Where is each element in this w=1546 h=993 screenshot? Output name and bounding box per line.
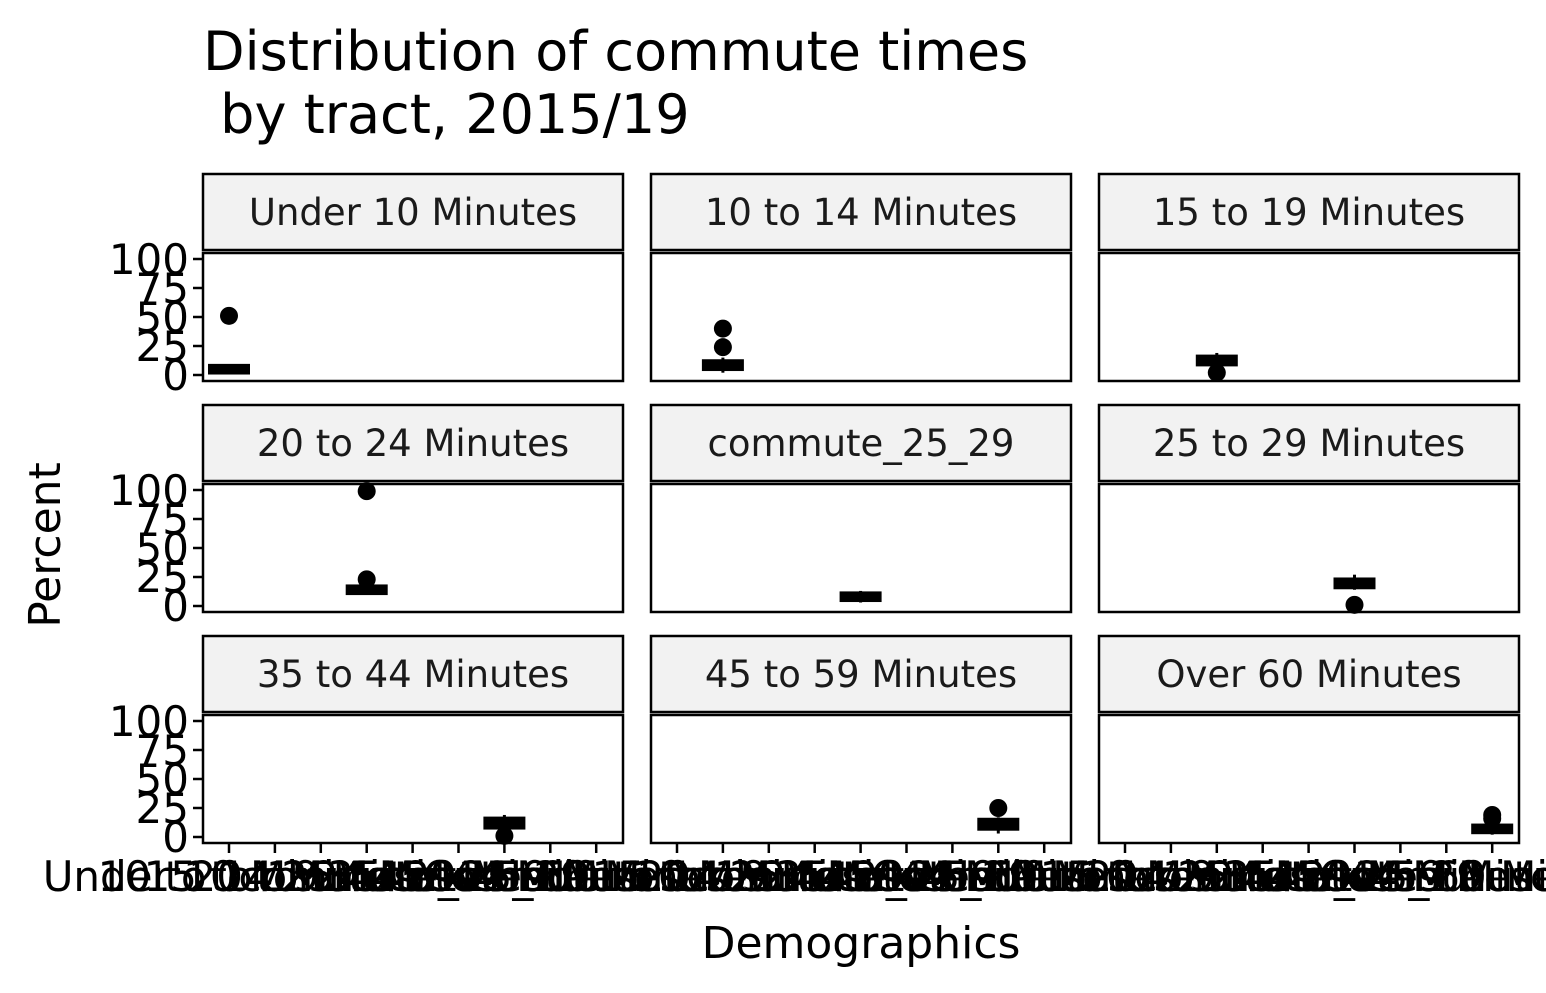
x-tick-label: 20 to 24 Minutes	[189, 852, 543, 901]
strip-background	[1097, 634, 1521, 714]
y-tick-label: 0	[162, 351, 189, 400]
x-tick-label: 10 to 14 Minutes	[994, 852, 1348, 901]
y-tick-label: 0	[162, 813, 189, 862]
y-tick-label: 75	[136, 264, 189, 313]
x-tick-label: 15 to 19 Minutes	[144, 852, 498, 901]
x-tick-label: Under 10 Minutes	[43, 852, 416, 901]
x-tick-label: commute_25_29	[1134, 852, 1482, 901]
x-axis-title: Demographics	[702, 918, 1021, 969]
y-tick-label: 50	[136, 524, 189, 573]
y-tick-label: 100	[109, 697, 189, 746]
facet-panel: 25 to 29 Minutes	[1097, 403, 1521, 614]
outlier-point	[1207, 363, 1226, 382]
strip-background	[201, 634, 625, 714]
panel-frame	[1097, 482, 1521, 614]
outlier-point	[220, 306, 238, 325]
strip-background	[1097, 403, 1521, 483]
chart-title-line2: by tract, 2015/19	[203, 83, 690, 146]
outlier-point	[713, 319, 732, 338]
y-tick-label: 0	[162, 582, 189, 631]
y-tick-label: 100	[109, 235, 189, 284]
outlier-point	[1483, 805, 1502, 824]
chart-title-line1: Distribution of commute times	[203, 20, 1028, 83]
x-tick-label: 25 to 29 Minutes	[729, 852, 1083, 901]
x-tick-label: 25 to 29 Minutes	[281, 852, 635, 901]
y-tick-label: 50	[136, 755, 189, 804]
strip-background	[201, 403, 625, 483]
strip-label: 15 to 19 Minutes	[1153, 191, 1465, 234]
outlier-point	[989, 799, 1008, 817]
panel-frame	[201, 482, 625, 614]
outlier-point	[1345, 595, 1364, 614]
y-tick-label: 75	[136, 726, 189, 775]
x-tick-label: 10 to 14 Minutes	[98, 852, 452, 901]
x-tick-label: Under 10 Minutes	[939, 852, 1312, 901]
facet-panel: 15 to 19 Minutes	[1097, 172, 1521, 383]
facet-panel: 10 to 14 Minutes	[649, 172, 1073, 383]
x-tick-label: Over 60 Minutes	[871, 852, 1218, 901]
strip-label: 20 to 24 Minutes	[257, 422, 569, 465]
x-tick-label: 35 to 44 Minutes	[1223, 852, 1546, 901]
x-tick-label: 20 to 24 Minutes	[637, 852, 991, 901]
x-tick-label: commute_25_29	[686, 852, 1034, 901]
panel-frame	[649, 482, 1073, 614]
x-tick-label: Over 60 Minutes	[423, 852, 770, 901]
facet-panel: commute_25_29	[649, 403, 1073, 614]
y-axis-title: Percent	[20, 462, 71, 628]
strip-label: 45 to 59 Minutes	[705, 653, 1017, 696]
strip-label: 10 to 14 Minutes	[705, 191, 1017, 234]
strip-background	[649, 172, 1073, 252]
strip-background	[649, 634, 1073, 714]
x-tick-label: 20 to 24 Minutes	[1085, 852, 1439, 901]
y-tick-label: 25	[136, 784, 189, 833]
panel-frame	[1097, 251, 1521, 383]
x-tick-label: 15 to 19 Minutes	[592, 852, 946, 901]
x-tick-label: 45 to 59 Minutes	[821, 852, 1175, 901]
outlier-point	[713, 338, 732, 357]
y-tick-label: 25	[136, 553, 189, 602]
x-tick-label: Over 60 Minutes	[1319, 852, 1546, 901]
strip-background	[649, 403, 1073, 483]
strip-label: commute_25_29	[708, 422, 1015, 465]
x-tick-label: Under 10 Minutes	[491, 852, 864, 901]
outlier-point	[357, 482, 376, 501]
y-tick-label: 25	[136, 322, 189, 371]
x-tick-label: 45 to 59 Minutes	[373, 852, 727, 901]
x-tick-label: 15 to 19 Minutes	[1040, 852, 1394, 901]
y-tick-label: 100	[109, 466, 189, 515]
panel-frame	[1097, 713, 1521, 845]
strip-background	[201, 172, 625, 252]
x-tick-label: 35 to 44 Minutes	[327, 852, 681, 901]
x-tick-label: 10 to 14 Minutes	[546, 852, 900, 901]
strip-background	[1097, 172, 1521, 252]
outlier-point	[495, 826, 514, 845]
x-tick-label: 25 to 29 Minutes	[1177, 852, 1531, 901]
y-tick-label: 75	[136, 495, 189, 544]
x-tick-label: 45 to 59 Minutes	[1269, 852, 1546, 901]
strip-label: Under 10 Minutes	[249, 191, 577, 234]
strip-label: 25 to 29 Minutes	[1153, 422, 1465, 465]
strip-label: Over 60 Minutes	[1156, 653, 1461, 696]
strip-label: 35 to 44 Minutes	[257, 653, 569, 696]
panel-frame	[201, 251, 625, 383]
outlier-point	[357, 570, 376, 589]
y-tick-label: 50	[136, 293, 189, 342]
x-tick-label: 35 to 44 Minutes	[775, 852, 1129, 901]
x-tick-label: commute_25_29	[238, 852, 586, 901]
panel-frame	[201, 713, 625, 845]
